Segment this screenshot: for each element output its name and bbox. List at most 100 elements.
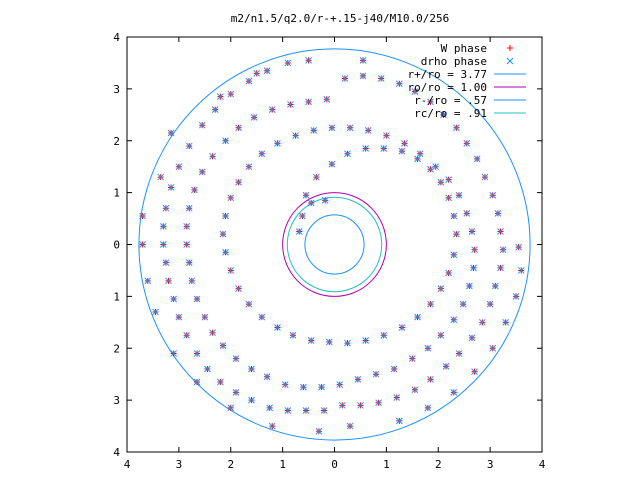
drho-phase-point — [298, 212, 306, 220]
drho-phase-point — [416, 150, 424, 158]
drho-phase-point — [162, 204, 170, 212]
drho-phase-point — [167, 129, 175, 137]
drho-phase-point — [491, 282, 499, 290]
drho-phase-point — [424, 404, 432, 412]
drho-phase-point — [307, 199, 315, 207]
drho-phase-point — [318, 383, 325, 391]
drho-phase-point — [188, 277, 196, 285]
drho-phase-point — [398, 324, 406, 331]
drho-phase-point — [284, 59, 292, 67]
drho-phase-point — [232, 355, 240, 362]
drho-phase-point — [185, 259, 193, 267]
drho-phase-point — [185, 142, 193, 150]
drho-phase-point — [344, 150, 351, 158]
drho-phase-point — [427, 376, 434, 383]
drho-phase-point — [393, 394, 401, 401]
drho-phase-point — [289, 331, 297, 339]
drho-phase-point — [198, 121, 206, 129]
circle-r-ro — [304, 214, 365, 275]
y-tick-label: 1 — [113, 290, 120, 303]
drho-phase-point — [193, 350, 201, 357]
drho-phase-point — [310, 127, 318, 134]
drho-phase-point — [468, 228, 476, 235]
drho-phase-point — [359, 72, 367, 80]
drho-phase-point — [284, 407, 292, 414]
drho-phase-point — [144, 277, 152, 285]
drho-phase-point — [245, 163, 253, 171]
drho-phase-point — [445, 176, 452, 184]
drho-phase-point — [219, 230, 227, 238]
drho-phase-point — [305, 56, 312, 64]
drho-phase-point — [162, 259, 170, 267]
drho-phase-point — [281, 381, 289, 388]
drho-phase-point — [139, 212, 146, 220]
drho-phase-point — [424, 344, 432, 352]
y-tick-label: 2 — [113, 342, 120, 355]
drho-phase-point — [307, 337, 315, 344]
drho-phase-point — [442, 363, 450, 370]
drho-phase-point — [497, 264, 504, 272]
drho-phase-point — [459, 300, 467, 308]
drho-phase-point — [517, 267, 525, 274]
legend-label: drho phase — [421, 55, 487, 68]
drho-phase-point — [450, 251, 458, 259]
drho-phase-point — [219, 342, 227, 350]
drho-phase-point — [323, 95, 331, 103]
circle-ro-ro — [282, 192, 387, 297]
x-tick-label: 4 — [539, 458, 546, 471]
drho-phase-point — [411, 386, 419, 394]
x-tick-label: 1 — [383, 458, 390, 471]
drho-phase-point — [175, 313, 183, 321]
drho-phase-point — [463, 210, 471, 217]
x-tick-label: 3 — [487, 458, 494, 471]
drho-phase-point — [336, 381, 344, 388]
y-tick-label: 3 — [113, 83, 120, 96]
drho-phase-point — [295, 228, 303, 235]
drho-phase-point — [167, 184, 175, 191]
drho-phase-point — [222, 248, 229, 256]
drho-phase-point — [437, 331, 445, 339]
drho-phase-point — [414, 155, 421, 163]
drho-phase-point — [478, 318, 486, 326]
drho-phase-point — [268, 106, 276, 113]
drho-phase-point — [312, 173, 320, 181]
drho-phase-point — [292, 132, 299, 139]
drho-phase-point — [463, 139, 471, 147]
legend-label: rc/ro = .91 — [414, 107, 487, 120]
drho-phase-point — [253, 69, 261, 77]
drho-phase-point — [258, 313, 266, 321]
drho-phase-point — [494, 210, 502, 217]
drho-phase-point — [305, 98, 312, 106]
drho-phase-point — [248, 396, 255, 404]
legend-label: ro/ro = 1.00 — [408, 81, 487, 94]
x-tick-label: 4 — [124, 458, 131, 471]
drho-phase-point — [191, 186, 198, 194]
drho-phase-point — [227, 404, 235, 412]
x-tick-label: 0 — [331, 458, 338, 471]
legend-marker-sample — [506, 57, 514, 65]
drho-phase-point — [440, 111, 447, 119]
drho-phase-point — [408, 355, 416, 362]
drho-phase-point — [217, 378, 224, 386]
drho-phase-point — [414, 313, 421, 321]
y-tick-label: 3 — [113, 394, 120, 407]
drho-phase-point — [470, 264, 477, 272]
drho-phase-point — [455, 350, 463, 357]
drho-phase-point — [395, 417, 403, 425]
drho-phase-point — [481, 173, 489, 181]
reference-circles — [138, 48, 531, 441]
drho-phase-point — [489, 191, 497, 199]
drho-phase-point — [227, 90, 235, 98]
drho-phase-point — [450, 388, 458, 396]
drho-phase-point — [152, 308, 159, 316]
drho-phase-point — [455, 191, 463, 199]
drho-phase-point — [211, 106, 219, 113]
drho-phase-point — [497, 228, 504, 235]
drho-phase-point — [344, 339, 351, 347]
drho-phase-point — [471, 246, 478, 254]
drho-phase-point — [245, 300, 253, 308]
drho-phase-point — [437, 285, 445, 292]
